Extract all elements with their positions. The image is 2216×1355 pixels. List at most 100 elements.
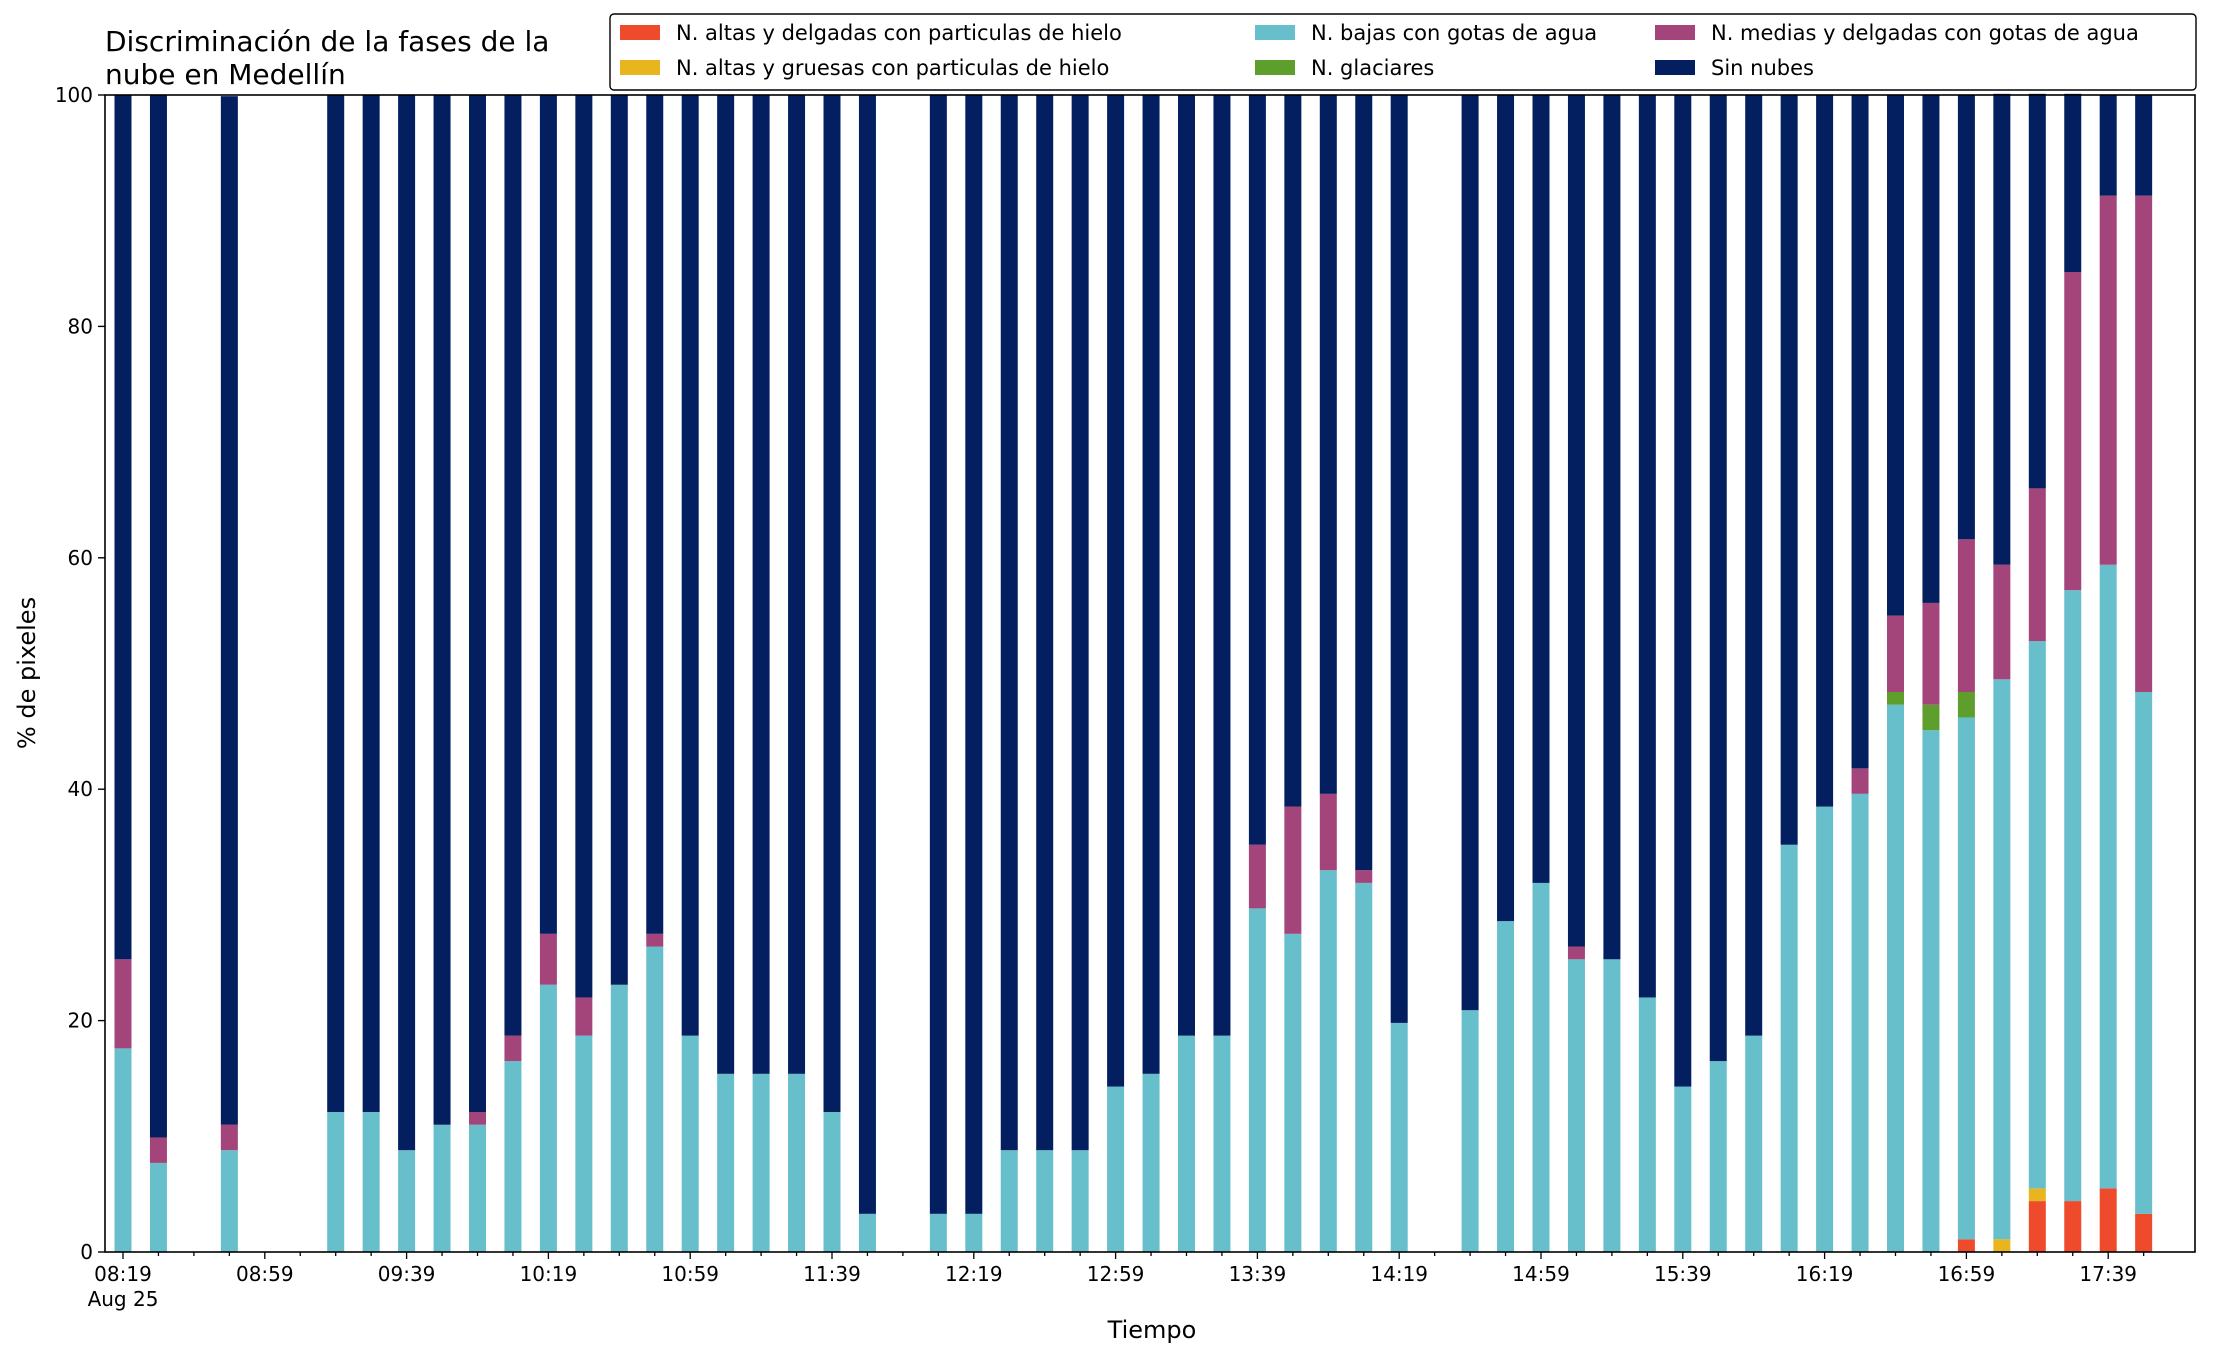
bar-segment-46-s2: [1745, 1035, 1763, 1252]
bar-segment-33-s4: [1284, 806, 1302, 934]
bars-layer: [114, 93, 2153, 1252]
bar-segment-19-s5: [788, 95, 806, 1074]
bar-segment-44-s2: [1674, 1086, 1692, 1252]
legend-label-3: N. glaciares: [1311, 56, 1434, 80]
y-axis-label: % de pixeles: [13, 597, 41, 749]
bar-segment-57-s2: [2135, 692, 2153, 1214]
bar-segment-54-s1: [2028, 1188, 2046, 1202]
bar-segment-34-s4: [1319, 793, 1337, 871]
bar-segment-12-s4: [539, 933, 557, 985]
bar-segment-29-s5: [1142, 95, 1160, 1074]
chart-title-line-2: nube en Medellín: [105, 58, 346, 91]
legend-swatch-2: [1255, 25, 1295, 40]
bar-segment-30-s5: [1178, 95, 1195, 1036]
x-tick-label: 09:39: [378, 1262, 436, 1286]
bar-segment-51-s4: [1922, 602, 1940, 705]
bar-segment-13-s5: [575, 95, 593, 998]
bar-segment-7-s2: [362, 1112, 380, 1252]
legend-label-5: Sin nubes: [1711, 56, 1814, 80]
bar-segment-55-s4: [2064, 272, 2082, 591]
bar-segment-40-s5: [1532, 95, 1550, 883]
bar-segment-55-s5: [2064, 93, 2082, 273]
bar-segment-46-s5: [1745, 95, 1763, 1036]
legend-swatch-0: [620, 25, 660, 40]
bar-segment-42-s2: [1603, 959, 1621, 1252]
bar-segment-1-s4: [149, 1137, 167, 1163]
bar-segment-27-s2: [1071, 1150, 1089, 1252]
bar-segment-10-s4: [469, 1112, 486, 1125]
bar-segment-19-s2: [788, 1073, 806, 1252]
bar-segment-53-s1: [1993, 1239, 2011, 1252]
bar-segment-12-s2: [539, 984, 557, 1252]
bar-segment-28-s2: [1107, 1086, 1125, 1252]
legend-label-0: N. altas y delgadas con particulas de hi…: [676, 21, 1122, 45]
bar-segment-54-s2: [2028, 641, 2046, 1189]
bar-segment-52-s0: [1957, 1239, 1975, 1252]
bar-segment-55-s0: [2064, 1201, 2082, 1252]
bar-segment-49-s4: [1851, 768, 1869, 794]
bar-segment-49-s5: [1851, 95, 1869, 769]
x-tick-label: 15:39: [1654, 1262, 1712, 1286]
bar-segment-53-s2: [1993, 679, 2011, 1240]
bar-segment-51-s2: [1922, 730, 1940, 1252]
legend-swatch-1: [620, 60, 660, 75]
bar-segment-3-s2: [220, 1150, 238, 1252]
bar-segment-47-s2: [1780, 844, 1798, 1252]
bar-segment-47-s5: [1780, 95, 1798, 845]
bar-segment-18-s5: [752, 95, 770, 1074]
bar-segment-0-s4: [114, 959, 132, 1049]
bar-segment-0-s2: [114, 1048, 132, 1252]
bar-segment-38-s5: [1461, 95, 1479, 1011]
bar-segment-41-s2: [1567, 959, 1585, 1252]
bar-segment-26-s5: [1036, 95, 1054, 1151]
bar-segment-57-s0: [2135, 1213, 2153, 1252]
bar-segment-48-s5: [1816, 95, 1834, 807]
bar-segment-15-s2: [646, 946, 664, 1252]
bar-segment-39-s2: [1497, 921, 1515, 1252]
bar-segment-36-s2: [1390, 1022, 1408, 1252]
bar-segment-32-s5: [1248, 95, 1266, 845]
bar-segment-35-s4: [1355, 870, 1373, 883]
legend-label-2: N. bajas con gotas de agua: [1311, 21, 1597, 45]
x-tick-label: 08:59: [236, 1262, 294, 1286]
bar-segment-38-s2: [1461, 1010, 1479, 1252]
bar-segment-53-s5: [1993, 93, 2011, 565]
bar-segment-29-s2: [1142, 1073, 1160, 1252]
bar-segment-12-s5: [539, 95, 557, 934]
bar-segment-32-s4: [1248, 844, 1266, 909]
bar-segment-23-s2: [929, 1213, 947, 1252]
x-tick-label: 13:39: [1229, 1262, 1287, 1286]
bar-segment-24-s5: [965, 95, 983, 1214]
y-tick-label: 20: [68, 1009, 93, 1033]
bar-segment-43-s2: [1638, 997, 1656, 1252]
bar-segment-52-s2: [1957, 717, 1975, 1240]
legend-swatch-3: [1255, 60, 1295, 75]
x-tick-sublabel: Aug 25: [88, 1287, 159, 1311]
bar-segment-15-s5: [646, 95, 664, 934]
bar-segment-9-s5: [433, 95, 451, 1125]
bar-segment-31-s2: [1213, 1035, 1231, 1252]
bar-segment-45-s2: [1709, 1061, 1727, 1252]
bar-segment-20-s2: [823, 1112, 841, 1252]
bar-segment-51-s3: [1922, 704, 1940, 731]
bar-segment-10-s5: [469, 95, 486, 1112]
bar-segment-50-s3: [1887, 692, 1904, 705]
bar-segment-24-s2: [965, 1213, 983, 1252]
bar-segment-56-s2: [2099, 564, 2117, 1189]
bar-segment-52-s4: [1957, 539, 1975, 693]
legend-label-1: N. altas y gruesas con particulas de hie…: [676, 56, 1109, 80]
bar-segment-34-s5: [1319, 95, 1337, 794]
y-tick-label: 0: [80, 1240, 93, 1264]
bar-segment-31-s5: [1213, 95, 1231, 1036]
x-tick-label: 12:59: [1087, 1262, 1145, 1286]
bar-segment-13-s4: [575, 997, 593, 1036]
bar-segment-56-s4: [2099, 195, 2117, 565]
legend-frame: [609, 13, 2197, 91]
bar-segment-43-s5: [1638, 95, 1656, 998]
bar-segment-26-s2: [1036, 1150, 1054, 1252]
x-tick-label: 08:19: [94, 1262, 152, 1286]
bar-segment-21-s5: [858, 95, 876, 1214]
x-tick-label: 10:59: [661, 1262, 719, 1286]
bar-segment-1-s5: [149, 95, 167, 1138]
bar-segment-39-s5: [1497, 95, 1515, 922]
